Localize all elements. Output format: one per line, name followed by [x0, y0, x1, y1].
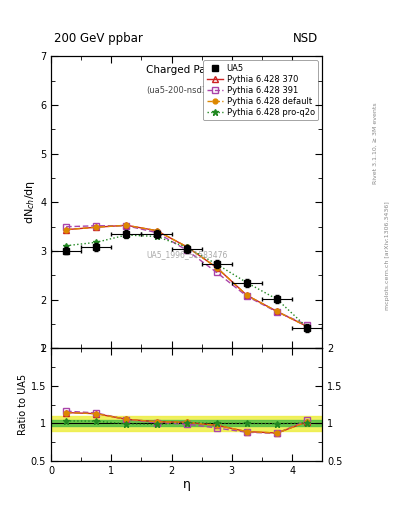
Text: NSD: NSD: [293, 32, 318, 45]
Text: Charged Particleη Distribution: Charged Particleη Distribution: [146, 65, 303, 75]
Bar: [51, 420, 322, 426]
Text: UA5_1996_S1583476: UA5_1996_S1583476: [146, 250, 228, 260]
X-axis label: η: η: [183, 478, 191, 492]
Text: 200 GeV ppbar: 200 GeV ppbar: [54, 32, 143, 45]
Text: Rivet 3.1.10, ≥ 3M events: Rivet 3.1.10, ≥ 3M events: [373, 102, 378, 184]
Text: mcplots.cern.ch [arXiv:1306.3436]: mcplots.cern.ch [arXiv:1306.3436]: [385, 202, 389, 310]
Y-axis label: dN$_{ch}$/dη: dN$_{ch}$/dη: [23, 180, 37, 224]
Legend: UA5, Pythia 6.428 370, Pythia 6.428 391, Pythia 6.428 default, Pythia 6.428 pro-: UA5, Pythia 6.428 370, Pythia 6.428 391,…: [203, 60, 318, 120]
Y-axis label: Ratio to UA5: Ratio to UA5: [18, 374, 28, 435]
Text: (ua5-200-nsd3): (ua5-200-nsd3): [146, 86, 211, 95]
Bar: [51, 416, 322, 431]
